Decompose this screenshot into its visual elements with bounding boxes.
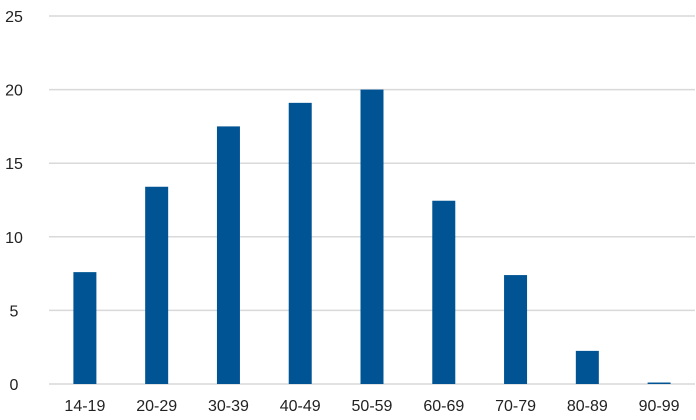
- y-tick-label: 25: [5, 9, 23, 26]
- x-tick-label: 30-39: [208, 398, 249, 415]
- y-tick-label: 10: [5, 230, 23, 247]
- bar-14-19: [73, 272, 97, 384]
- y-tick-label: 0: [10, 377, 19, 394]
- x-tick-label: 20-29: [136, 398, 177, 415]
- bar-60-69: [432, 200, 456, 384]
- bar-80-89: [575, 350, 599, 384]
- x-tick-label: 50-59: [352, 398, 393, 415]
- bar-30-39: [216, 126, 240, 385]
- y-tick-label: 20: [5, 83, 23, 100]
- x-tick-label: 40-49: [280, 398, 321, 415]
- bar-40-49: [288, 102, 312, 385]
- x-tick-label: 70-79: [495, 398, 536, 415]
- bar-20-29: [145, 186, 169, 384]
- y-tick-label: 5: [10, 303, 19, 320]
- x-tick-label: 14-19: [64, 398, 105, 415]
- bar-70-79: [504, 275, 528, 384]
- bar-50-59: [360, 89, 384, 384]
- x-tick-label: 60-69: [423, 398, 464, 415]
- x-tick-label: 90-99: [639, 398, 680, 415]
- bar-90-99: [647, 382, 671, 384]
- y-tick-label: 15: [5, 156, 23, 173]
- x-tick-label: 80-89: [567, 398, 608, 415]
